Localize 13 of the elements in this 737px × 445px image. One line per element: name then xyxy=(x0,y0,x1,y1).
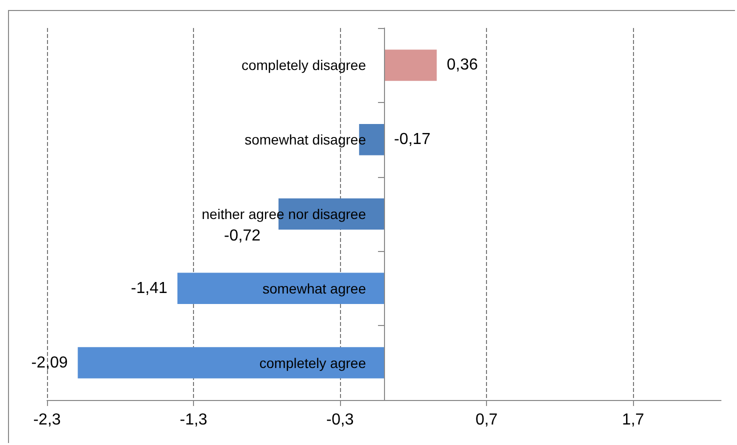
data-label: -1,41 xyxy=(130,280,168,297)
x-tick-label: -0,3 xyxy=(326,412,354,428)
data-label: -0,72 xyxy=(224,228,261,244)
x-tick-label: -1,3 xyxy=(180,412,208,428)
data-label: -0,17 xyxy=(394,131,431,148)
y-tick-label: completely agree xyxy=(259,354,366,371)
data-label: 0,36 xyxy=(446,56,478,74)
x-tick-label: -2,3 xyxy=(33,412,61,428)
y-tick-label: completely disagree xyxy=(241,57,366,74)
data-label: -2,09 xyxy=(31,354,68,372)
x-tick-label: 1,7 xyxy=(622,412,644,428)
y-tick-label: somewhat agree xyxy=(262,280,366,296)
x-tick-label: 0,7 xyxy=(475,412,498,428)
